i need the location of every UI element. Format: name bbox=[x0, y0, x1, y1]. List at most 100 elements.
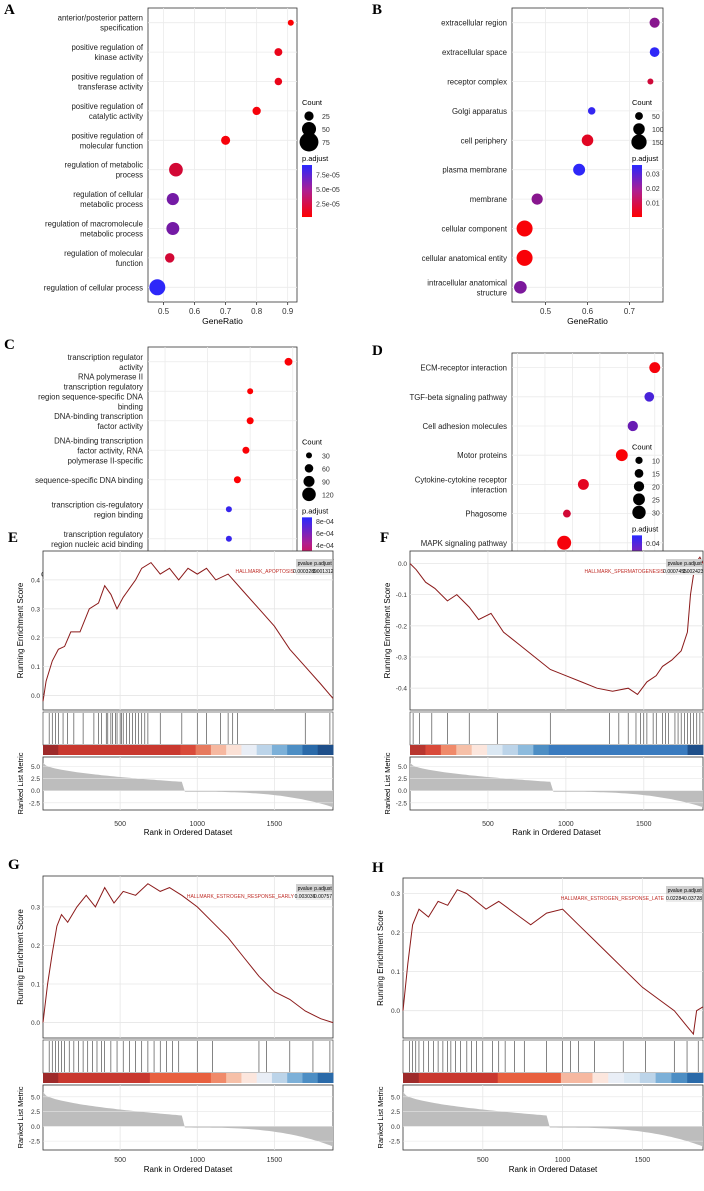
panel-f-es-line bbox=[409, 556, 704, 696]
panel-f-xtick-label: 1000 bbox=[558, 821, 574, 828]
panel-f-metric-y-axis-title: Ranked List Metric bbox=[383, 752, 392, 814]
panel-h-es-ytick-label: 0.2 bbox=[391, 930, 400, 937]
panel-g-es-line bbox=[42, 883, 334, 1024]
panel-h-heat-segment bbox=[418, 1073, 436, 1083]
panel-e-heat-segment bbox=[73, 745, 90, 755]
panel-d-dot bbox=[644, 391, 655, 402]
panel-e-heat-segment bbox=[226, 745, 242, 755]
panel-a-count-legend-dot bbox=[304, 111, 314, 121]
panel-h-metric-area bbox=[403, 1092, 703, 1147]
panel-d-dot bbox=[557, 535, 572, 550]
panel-g-metric-area bbox=[43, 1092, 333, 1147]
panel-d-count-legend-label: 15 bbox=[652, 471, 660, 478]
panel-e-table-header-pvalue: pvalue bbox=[298, 561, 313, 567]
panel-e-x-axis-title: Rank in Ordered Dataset bbox=[144, 828, 233, 837]
panel-h-heat-segment bbox=[639, 1073, 657, 1083]
panel-c-dot bbox=[284, 357, 293, 366]
panel-f-pvalue-value: 0.0007455 bbox=[663, 569, 687, 575]
panel-e-metric-area bbox=[43, 762, 333, 808]
panel-e-heat-segment bbox=[165, 745, 181, 755]
panel-c-color-legend-label: 6e-04 bbox=[316, 531, 334, 538]
panel-a-category-label: regulation of cellular process bbox=[44, 283, 143, 292]
panel-d-color-legend-label: 0.04 bbox=[646, 541, 660, 548]
panel-label-a: A bbox=[4, 2, 15, 18]
panel-a-color-legend-bar bbox=[302, 165, 312, 218]
panel-e-heat-segment bbox=[241, 745, 258, 755]
panel-f-heat-segment bbox=[595, 745, 611, 755]
panel-e-pvalue-value: 0.0003289 bbox=[293, 569, 317, 575]
panel-e-heat-segment bbox=[149, 745, 166, 755]
panel-g-heat-segment bbox=[241, 1073, 258, 1083]
panel-a-count-legend-dot bbox=[299, 132, 319, 152]
panel-g-xtick-label: 1000 bbox=[189, 1157, 205, 1164]
panel-e-es-ytick-label: 0.4 bbox=[31, 577, 40, 584]
panel-b-dot bbox=[573, 163, 586, 176]
panel-a-category-label: kinase activity bbox=[94, 53, 143, 62]
panel-d-count-legend-title: Count bbox=[632, 442, 653, 451]
panel-e-heat-segment bbox=[256, 745, 273, 755]
panel-b-category-label: structure bbox=[477, 288, 507, 297]
panel-f-es-ytick-label: -0.1 bbox=[396, 592, 408, 599]
panel-c-count-legend-dot bbox=[303, 475, 315, 487]
panel-a-count-legend-label: 25 bbox=[322, 114, 330, 121]
panel-e-heat-segment bbox=[302, 745, 319, 755]
panel-e-es-ytick-label: 0.0 bbox=[31, 693, 40, 700]
panel-f-xtick-label: 1500 bbox=[636, 821, 652, 828]
panel-h-geneset-name: HALLMARK_ESTROGEN_RESPONSE_LATE bbox=[561, 896, 665, 902]
panel-a-count-legend-title: Count bbox=[302, 98, 323, 107]
panel-e-hits-frame bbox=[42, 711, 334, 746]
panel-e-xtick-label: 500 bbox=[114, 821, 126, 828]
panel-c-category-label: DNA-binding transcription bbox=[54, 412, 143, 421]
panel-c-color-legend-label: 4e-04 bbox=[316, 543, 334, 550]
panel-e-metric-ytick-label: 2.5 bbox=[31, 776, 40, 783]
panel-h-heat-segment bbox=[403, 1073, 420, 1083]
panel-b-category-label: plasma membrane bbox=[442, 166, 507, 175]
panel-f-es-ytick-label: -0.4 bbox=[396, 686, 408, 693]
panel-h-heat-segment bbox=[592, 1073, 609, 1083]
panel-h-heat-segment bbox=[671, 1073, 688, 1083]
panel-e-heat-segment bbox=[119, 745, 136, 755]
panel-f-table-header-pvalue: pvalue bbox=[668, 561, 683, 567]
panel-d-category-label: interaction bbox=[471, 485, 507, 494]
panel-f-padjust-value: 0.002423 bbox=[683, 569, 704, 575]
panel-a-dot bbox=[169, 162, 183, 177]
panel-f-heat-segment bbox=[579, 745, 596, 755]
panel-c-category-label: transcription regulatory bbox=[64, 530, 143, 539]
panel-c-color-legend-title: p.adjust bbox=[302, 506, 329, 515]
panel-f-heat-segment bbox=[672, 745, 689, 755]
panel-f-xtick-label: 500 bbox=[482, 821, 494, 828]
panel-h-heat-segment bbox=[450, 1073, 467, 1083]
panel-c-category-label: binding bbox=[118, 402, 143, 411]
panel-h-hits-frame bbox=[402, 1039, 704, 1074]
panel-a-color-legend-title: p.adjust bbox=[302, 154, 329, 163]
panel-label-h: H bbox=[372, 860, 384, 876]
panel-b-count-legend-label: 100 bbox=[652, 127, 664, 134]
panel-f-x-axis-title: Rank in Ordered Dataset bbox=[512, 828, 601, 837]
panel-a-dot bbox=[166, 222, 180, 235]
panel-f-heat-segment bbox=[610, 745, 627, 755]
panel-d-category-label: Motor proteins bbox=[457, 451, 507, 460]
panel-e-heat-segment bbox=[88, 745, 105, 755]
panel-e-heat-segment bbox=[58, 745, 75, 755]
panel-d-color-legend-title: p.adjust bbox=[632, 524, 659, 533]
panel-c-color-legend-bar bbox=[302, 517, 312, 570]
panel-e-xtick-label: 1000 bbox=[189, 821, 205, 828]
panel-f-heat-segment bbox=[641, 745, 658, 755]
panel-c-dot bbox=[247, 388, 254, 395]
panel-h-padjust-value: 0.03728 bbox=[684, 896, 702, 902]
panel-g-hits-frame bbox=[42, 1039, 334, 1074]
panel-g-es-y-axis-title: Running Enrichment Score bbox=[16, 909, 25, 1005]
panel-c-category-label: region binding bbox=[94, 510, 143, 519]
panel-g-x-axis-title: Rank in Ordered Dataset bbox=[144, 1165, 233, 1174]
panel-h-table-row-bg bbox=[666, 894, 702, 902]
panel-a-category-label: positive regulation of bbox=[71, 43, 143, 52]
panel-b-dot bbox=[649, 17, 660, 28]
panel-g-heat-segment bbox=[195, 1073, 212, 1083]
panel-label-b: B bbox=[372, 2, 383, 18]
panel-h-es-ytick-label: 0.3 bbox=[391, 891, 400, 898]
panel-e-table-header-bg bbox=[296, 559, 332, 567]
panel-c-dot bbox=[233, 476, 241, 484]
panel-d-count-legend-label: 20 bbox=[652, 484, 660, 491]
panel-h-heat-segment bbox=[434, 1073, 451, 1083]
panel-b-category-label: cell periphery bbox=[461, 136, 507, 145]
